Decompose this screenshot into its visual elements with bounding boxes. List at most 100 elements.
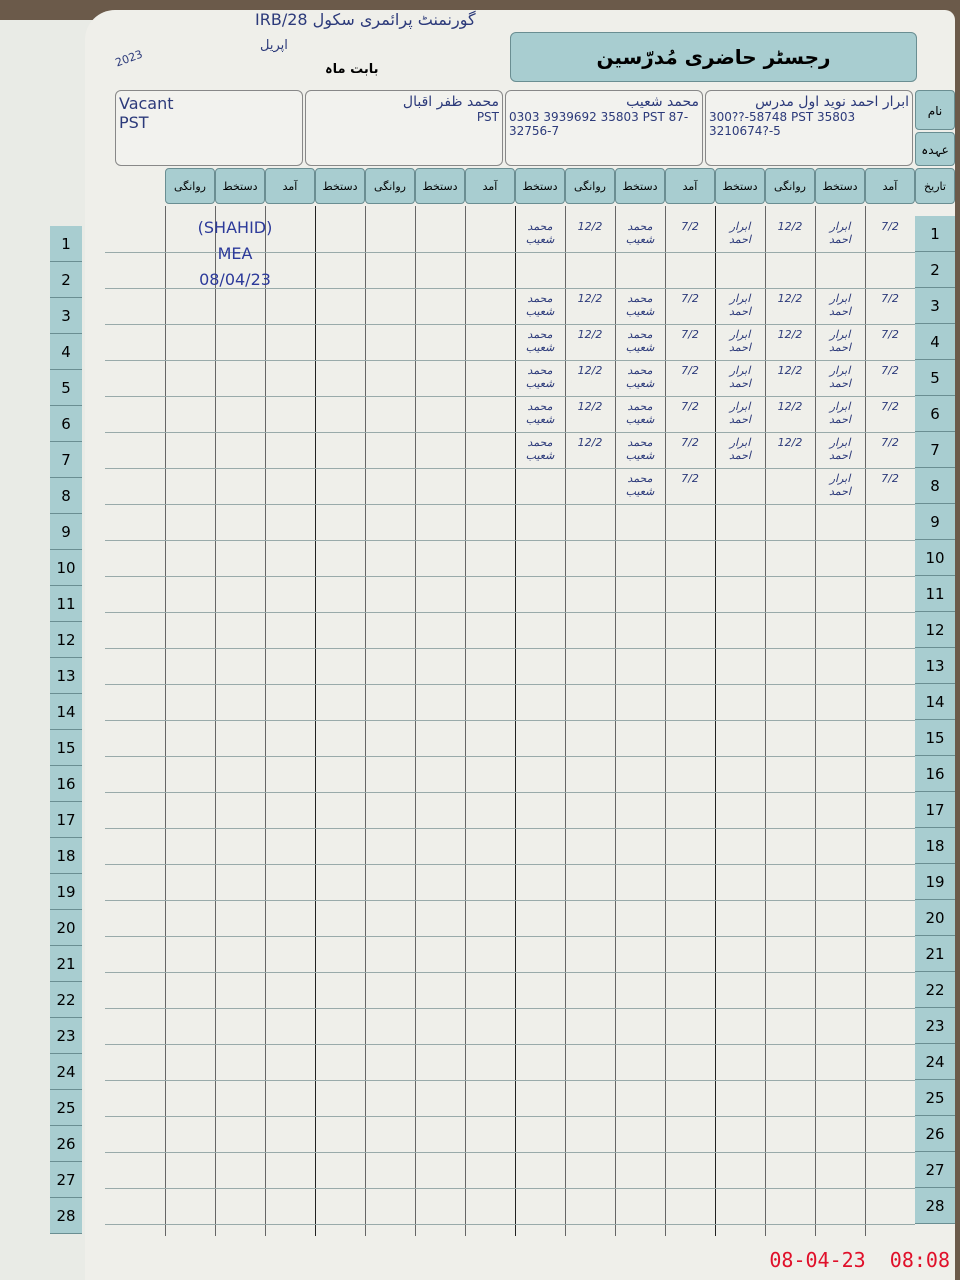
row-line [105, 720, 915, 721]
left-page-row-number: 18 [50, 838, 82, 874]
teacher-details: PST [476, 110, 499, 124]
left-page-row-number: 1 [50, 226, 82, 262]
attendance-entry: ابرار احمد [829, 472, 851, 498]
teacher-name: ابرار احمد نوید اول مدرس [755, 94, 909, 110]
attendance-entry: 12/2 [577, 220, 603, 233]
stamp-name: (SHAHID) [197, 218, 273, 237]
photo-timestamp: 08-04-23 08:08 [769, 1248, 950, 1272]
attendance-entry: محمد شعیب [625, 292, 655, 318]
column-header: آمد [665, 168, 715, 204]
row-number: 25 [915, 1080, 955, 1116]
attendance-entry: 12/2 [777, 436, 803, 449]
attendance-entry: محمد شعیب [625, 472, 655, 498]
attendance-entry: 7/2 [881, 364, 899, 377]
register-page: گورنمنٹ پرائمری سکول 28/IRB رجسٹر حاضری … [85, 10, 955, 1280]
designation-label: عہدہ [915, 132, 955, 166]
row-number: 18 [915, 828, 955, 864]
row-line [105, 1224, 915, 1225]
stamp-date: 08/04/23 [199, 270, 271, 289]
row-number: 27 [915, 1152, 955, 1188]
row-number: 23 [915, 1008, 955, 1044]
attendance-entry: ابرار احمد [829, 292, 851, 318]
row-line [105, 432, 915, 433]
left-page-row-number: 22 [50, 982, 82, 1018]
left-page-row-number: 13 [50, 658, 82, 694]
row-line [105, 1188, 915, 1189]
name-label: نام [915, 90, 955, 130]
attendance-entry: ابرار احمد [829, 328, 851, 354]
left-page-row-number: 16 [50, 766, 82, 802]
attendance-entry: 12/2 [577, 400, 603, 413]
row-line [105, 288, 915, 289]
column-header: دستخط [715, 168, 765, 204]
left-page-row-number: 11 [50, 586, 82, 622]
row-line [105, 1008, 915, 1009]
left-page-row-number: 17 [50, 802, 82, 838]
left-page-row-number: 27 [50, 1162, 82, 1198]
row-line [105, 504, 915, 505]
attendance-entry: 12/2 [777, 400, 803, 413]
attendance-entry: محمد شعیب [525, 328, 555, 354]
row-number: 3 [915, 288, 955, 324]
row-number: 9 [915, 504, 955, 540]
row-line [105, 648, 915, 649]
left-page-row-number: 23 [50, 1018, 82, 1054]
row-line [105, 1116, 915, 1117]
teacher-3: محمد ظفر اقبال PST [305, 90, 503, 166]
attendance-entry: 7/2 [681, 292, 699, 305]
left-page-row-number: 12 [50, 622, 82, 658]
row-number: 21 [915, 936, 955, 972]
row-line [105, 576, 915, 577]
row-line [105, 1044, 915, 1045]
row-number: 10 [915, 540, 955, 576]
teacher-4: Vacant PST [115, 90, 303, 166]
attendance-entry: 12/2 [777, 220, 803, 233]
row-line [105, 972, 915, 973]
column-header: آمد [865, 168, 915, 204]
attendance-entry: ابرار احمد [829, 220, 851, 246]
left-page-row-number: 26 [50, 1126, 82, 1162]
column-header: دستخط [615, 168, 665, 204]
teacher-2: محمد شعیب 0303 3939692 35803 PST 87-32756… [505, 90, 703, 166]
left-page-row-number: 14 [50, 694, 82, 730]
row-line [105, 756, 915, 757]
column-header: آمد [465, 168, 515, 204]
attendance-entry: 7/2 [681, 328, 699, 341]
date-header: تاریخ [915, 168, 955, 204]
column-divider [265, 206, 266, 1236]
attendance-entry: 7/2 [681, 436, 699, 449]
column-divider [615, 206, 616, 1236]
row-line [105, 1080, 915, 1081]
teacher-name: محمد شعیب [626, 94, 699, 110]
left-page-row-number: 19 [50, 874, 82, 910]
left-page-row-number: 6 [50, 406, 82, 442]
row-line [105, 612, 915, 613]
attendance-entry: 7/2 [681, 364, 699, 377]
left-page-row-number: 24 [50, 1054, 82, 1090]
row-number: 15 [915, 720, 955, 756]
attendance-entry: 12/2 [577, 364, 603, 377]
attendance-entry: 7/2 [881, 400, 899, 413]
row-number: 20 [915, 900, 955, 936]
attendance-entry: ابرار احمد [829, 364, 851, 390]
left-page-row-number: 9 [50, 514, 82, 550]
attendance-entry: محمد شعیب [625, 328, 655, 354]
stamp-designation: MEA [217, 244, 253, 263]
left-page-row-number: 20 [50, 910, 82, 946]
attendance-entry: 12/2 [577, 328, 603, 341]
attendance-entry: ابرار احمد [729, 364, 751, 390]
column-divider [815, 206, 816, 1236]
column-divider [465, 206, 466, 1236]
attendance-entry: 7/2 [881, 436, 899, 449]
left-page-row-number: 15 [50, 730, 82, 766]
teacher-details: 300??-58748 PST 35803 3210674?-5 [709, 110, 856, 138]
column-divider [715, 206, 716, 1236]
attendance-entry: 12/2 [777, 364, 803, 377]
column-header: دستخط [815, 168, 865, 204]
row-number: 14 [915, 684, 955, 720]
column-divider [515, 206, 516, 1236]
row-line [105, 792, 915, 793]
attendance-grid: 1 2 3 4 5 6 7 8 9 10 11 12 13 14 15 16 17 18 19 20 21 22 23 24 2… [105, 206, 955, 1236]
row-number: 13 [915, 648, 955, 684]
teacher-1: ابرار احمد نوید اول مدرس 300??-58748 PST … [705, 90, 913, 166]
